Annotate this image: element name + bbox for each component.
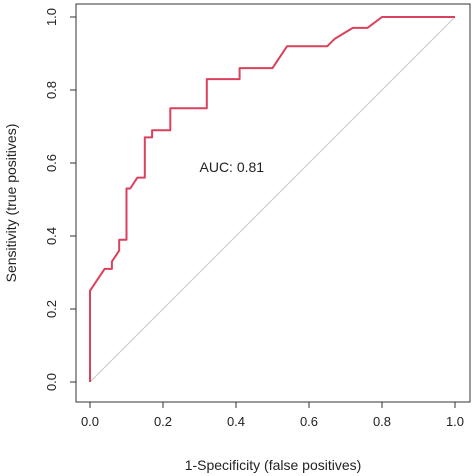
x-tick-label: 0.0 xyxy=(81,414,99,429)
y-tick-label: 0.4 xyxy=(44,227,59,245)
plot-frame-group xyxy=(75,3,471,403)
y-tick-label: 0.0 xyxy=(44,373,59,391)
y-tick-label: 0.8 xyxy=(44,81,59,99)
reference-diagonal-line xyxy=(89,16,456,383)
y-tick-label: 1.0 xyxy=(44,8,59,26)
y-tick-label: 0.2 xyxy=(44,300,59,318)
roc-curve-group xyxy=(89,16,455,382)
x-tick-label: 0.6 xyxy=(300,414,318,429)
x-axis: 0.0 0.2 0.4 0.6 0.8 1.0 xyxy=(81,402,464,429)
x-tick-label: 1.0 xyxy=(446,414,464,429)
y-axis-title: Sensitivity (true positives) xyxy=(3,124,19,283)
x-axis-title: 1-Specificity (false positives) xyxy=(185,457,362,473)
plot-frame xyxy=(75,3,471,403)
x-tick-label: 0.8 xyxy=(373,414,391,429)
x-tick-label: 0.4 xyxy=(227,414,245,429)
auc-annotation: AUC: 0.81 xyxy=(200,159,265,175)
roc-curve-line xyxy=(89,16,455,382)
y-axis: 0.0 0.2 0.4 0.6 0.8 1.0 xyxy=(44,8,76,391)
y-tick-label: 0.6 xyxy=(44,154,59,172)
x-tick-label: 0.2 xyxy=(154,414,172,429)
reference-line-group xyxy=(89,16,456,383)
